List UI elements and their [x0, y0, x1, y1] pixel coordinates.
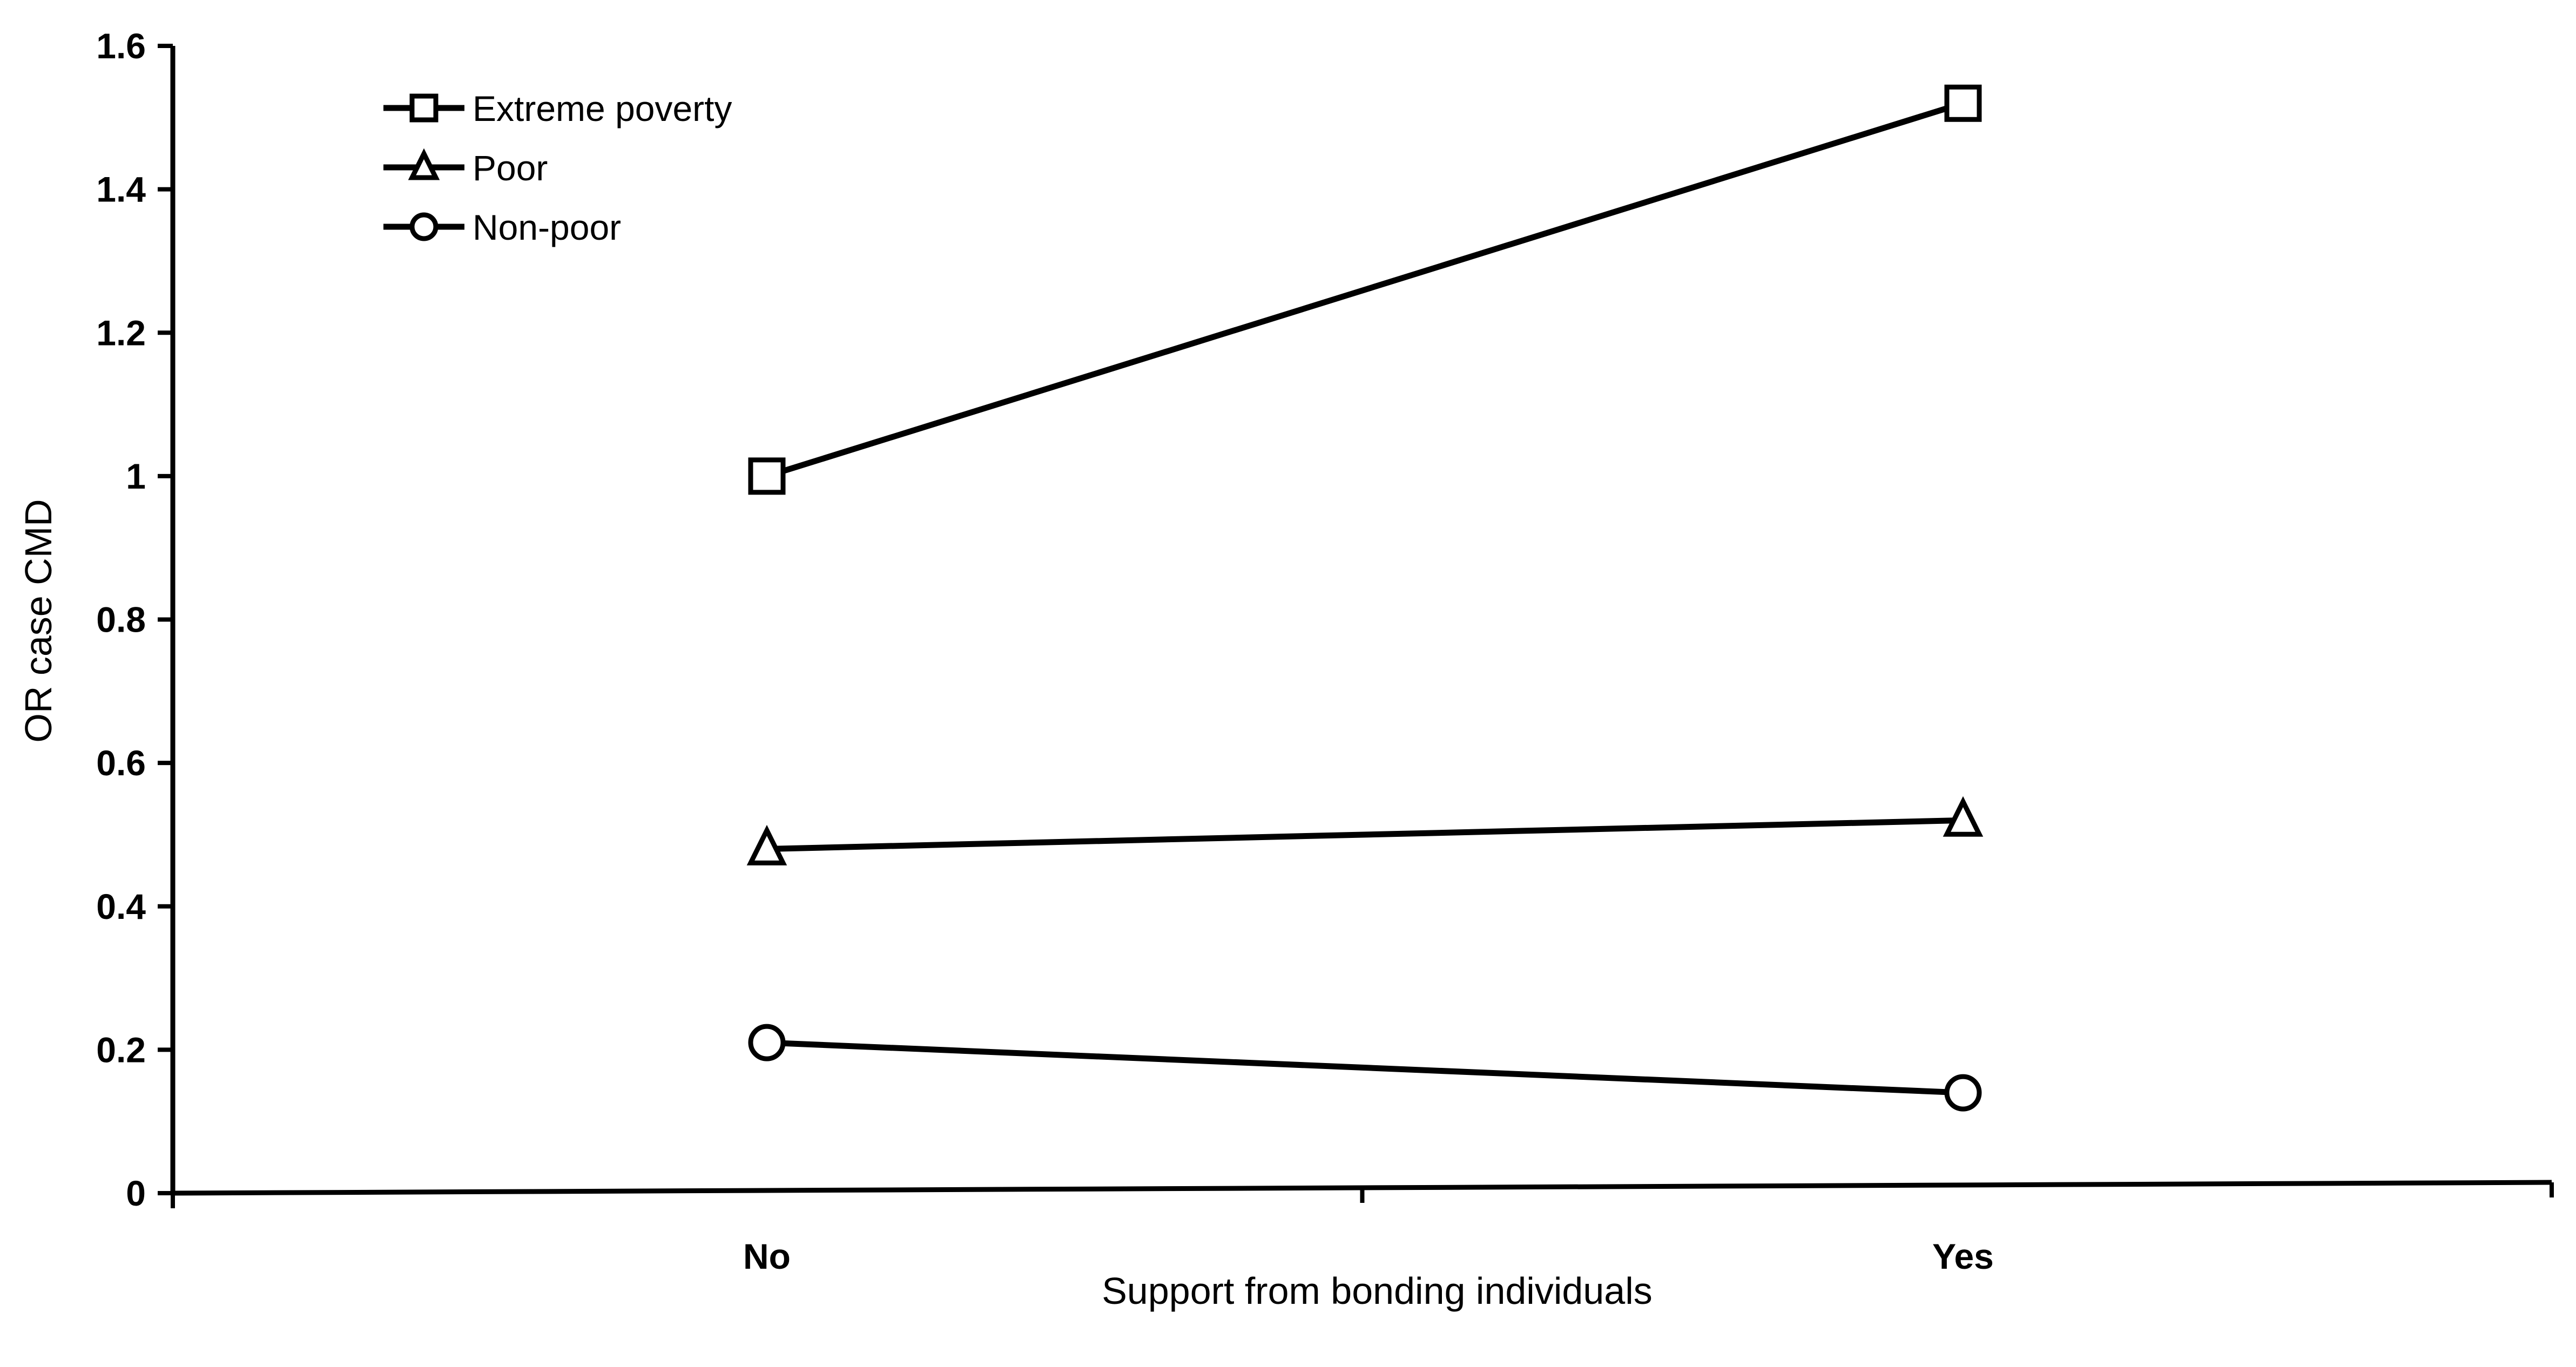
y-tick-label: 0.4 — [96, 886, 146, 926]
legend-item: Poor — [383, 148, 548, 188]
series-line — [766, 100, 1964, 479]
y-tick-label: 0.8 — [96, 600, 146, 640]
y-tick-label: 1.2 — [96, 313, 146, 353]
data-point-square — [1944, 84, 1982, 122]
data-point-circle — [748, 1024, 786, 1061]
y-tick-label: 0 — [126, 1173, 146, 1213]
legend-label: Extreme poverty — [473, 89, 732, 128]
legend-item: Non-poor — [383, 207, 621, 247]
series-line — [766, 817, 1964, 852]
y-tick-label: 1 — [126, 456, 146, 496]
data-point-square — [748, 457, 786, 495]
legend-item: Extreme poverty — [383, 89, 732, 128]
y-tick-label: 1.6 — [96, 26, 146, 66]
y-tick-label: 1.4 — [96, 170, 146, 209]
series — [746, 84, 1984, 1112]
legend-marker-circle — [409, 212, 439, 241]
x-ticks: No Yes — [171, 1182, 2554, 1276]
x-tick-label: No — [743, 1236, 791, 1276]
x-tick-label: Yes — [1932, 1236, 1994, 1276]
legend-label: Poor — [473, 148, 548, 188]
legend: Extreme poverty Poor Non-poor — [383, 89, 732, 247]
legend-marker-square — [409, 93, 439, 123]
series-line — [766, 1039, 1964, 1096]
data-point-triangle — [1943, 796, 1984, 837]
y-tick-label: 0.6 — [96, 743, 146, 783]
legend-label: Non-poor — [473, 207, 621, 247]
data-point-circle — [1944, 1074, 1982, 1112]
x-axis-title: Support from bonding individuals — [1102, 1270, 1653, 1312]
axes: OR case CMD Support from bonding individ… — [17, 46, 2552, 1312]
data-point-triangle — [746, 824, 787, 865]
series-circle — [748, 1024, 1982, 1112]
y-tick-label: 0.2 — [96, 1030, 146, 1070]
series-square — [748, 84, 1982, 495]
y-ticks: 0 0.2 0.4 0.6 0.8 1 1.2 1.4 1.6 — [96, 26, 173, 1213]
series-triangle — [746, 796, 1984, 865]
y-axis-title: OR case CMD — [17, 499, 59, 742]
legend-marker-triangle — [408, 148, 440, 180]
